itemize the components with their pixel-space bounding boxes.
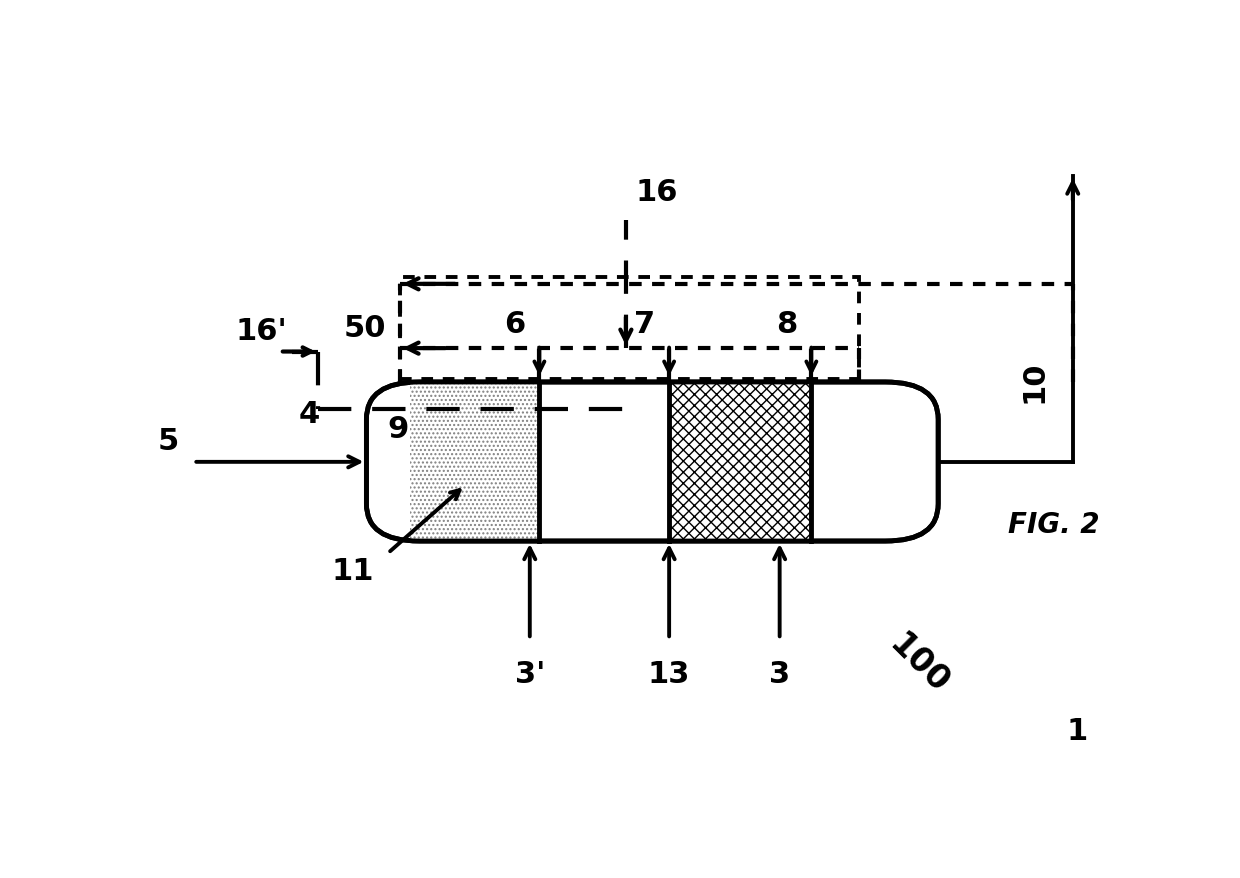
Text: 11: 11 [331, 557, 373, 586]
Text: 50: 50 [343, 314, 386, 343]
Text: FIG. 2: FIG. 2 [1008, 510, 1100, 538]
Text: 1: 1 [1066, 716, 1089, 745]
Text: 13: 13 [649, 659, 691, 688]
Bar [401, 277, 859, 379]
Bar [409, 383, 539, 541]
Text: 7: 7 [634, 310, 655, 339]
Text: 10: 10 [1019, 360, 1049, 402]
Text: 16: 16 [635, 178, 678, 207]
Bar [670, 383, 811, 541]
Text: 16': 16' [236, 316, 288, 345]
Text: 4: 4 [298, 399, 320, 428]
Text: 8: 8 [776, 310, 797, 339]
Text: 6: 6 [503, 310, 525, 339]
FancyBboxPatch shape [367, 383, 939, 542]
Text: 9: 9 [388, 414, 409, 443]
Text: 100: 100 [883, 627, 955, 700]
Text: 3: 3 [769, 659, 790, 688]
Text: 3': 3' [515, 659, 544, 688]
Text: 5: 5 [157, 427, 179, 456]
